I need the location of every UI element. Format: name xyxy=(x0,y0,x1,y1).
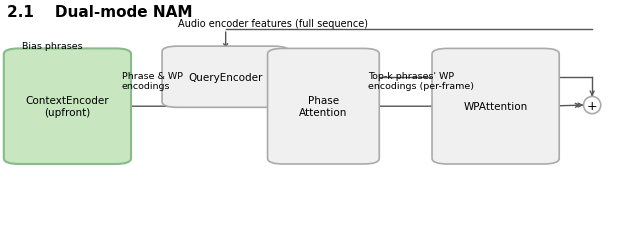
Text: Bias phrases: Bias phrases xyxy=(22,41,83,50)
Text: WPAttention: WPAttention xyxy=(463,102,527,112)
FancyBboxPatch shape xyxy=(432,49,559,164)
Text: +: + xyxy=(587,99,598,112)
Text: Phrase & WP
encodings: Phrase & WP encodings xyxy=(122,72,183,91)
Text: Phase
Attention: Phase Attention xyxy=(299,96,348,118)
FancyBboxPatch shape xyxy=(4,49,131,164)
Ellipse shape xyxy=(583,97,601,114)
Text: QueryEncoder: QueryEncoder xyxy=(188,72,263,82)
FancyBboxPatch shape xyxy=(267,49,379,164)
Text: Top-k phrases' WP
encodings (per-frame): Top-k phrases' WP encodings (per-frame) xyxy=(368,72,474,91)
Text: 2.1    Dual-mode NAM: 2.1 Dual-mode NAM xyxy=(7,5,192,20)
Text: Audio encoder features (full sequence): Audio encoder features (full sequence) xyxy=(177,19,368,29)
FancyBboxPatch shape xyxy=(162,47,289,108)
Text: ContextEncoder
(upfront): ContextEncoder (upfront) xyxy=(26,96,109,118)
